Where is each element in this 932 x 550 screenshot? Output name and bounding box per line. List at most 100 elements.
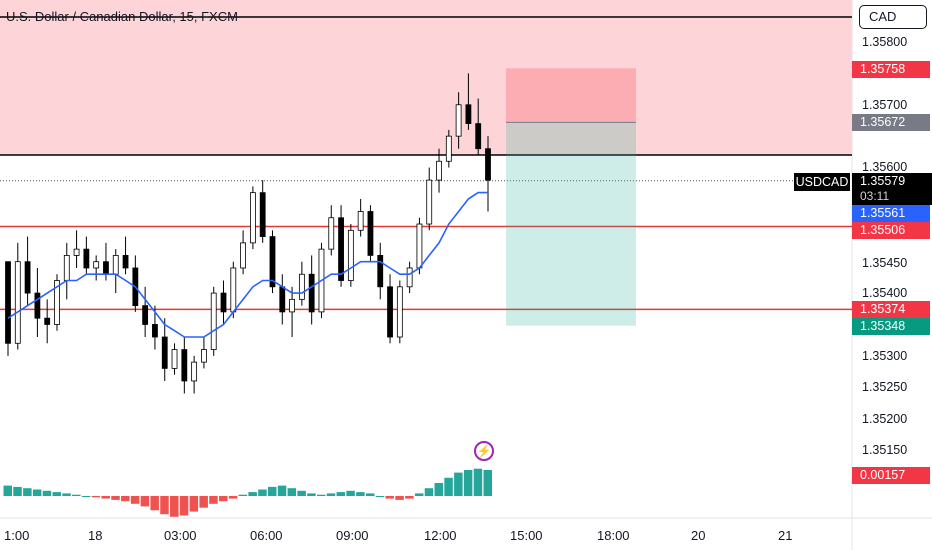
upper-line-tag: 1.35506 — [852, 222, 930, 239]
histogram-bar — [209, 496, 218, 504]
last-price-tag: 1.35579 03:11 — [852, 173, 932, 205]
candle — [241, 243, 246, 268]
price-tick: 1.35250 — [862, 380, 907, 394]
histogram-bar — [366, 493, 375, 496]
time-label: 21 — [778, 528, 792, 543]
candle — [348, 230, 353, 280]
candle — [74, 249, 79, 255]
histogram-bar — [190, 496, 199, 512]
lower-line-tag: 1.35374 — [852, 301, 930, 318]
candle — [143, 306, 148, 325]
histogram-bar — [395, 496, 404, 500]
candle — [182, 350, 187, 381]
histogram-bar — [327, 493, 336, 496]
candle — [6, 262, 11, 344]
candle — [192, 362, 197, 381]
histogram-bar — [405, 496, 414, 499]
time-label: 20 — [691, 528, 705, 543]
histogram-bar — [435, 483, 444, 496]
histogram-bar — [121, 496, 130, 501]
candle — [329, 218, 334, 249]
ma-line — [8, 193, 488, 337]
histogram-bar — [268, 487, 277, 496]
histogram-bar — [454, 473, 463, 496]
candle — [476, 124, 481, 149]
target-price-tag: 1.35348 — [852, 318, 930, 335]
histogram-bar — [356, 492, 365, 496]
histogram-bar — [170, 496, 179, 517]
candle — [358, 211, 363, 230]
candle — [45, 318, 50, 324]
candle — [250, 193, 255, 243]
last-price: 1.35579 — [860, 173, 932, 189]
symbol-tag: USDCAD — [794, 173, 850, 191]
candle — [94, 262, 99, 268]
histogram-bar — [13, 487, 21, 496]
chart-title: U.S. Dollar / Canadian Dollar, 15, FXCM — [6, 9, 238, 24]
histogram-bar — [62, 493, 71, 496]
candle — [103, 262, 108, 275]
histogram-bar — [23, 488, 32, 496]
candle — [368, 211, 373, 255]
target-zone — [506, 122, 636, 325]
histogram-bar — [199, 496, 208, 508]
candle — [378, 255, 383, 286]
histogram-bar — [150, 496, 159, 510]
entry-price-tag: 1.35672 — [852, 114, 930, 131]
price-tick: 1.35200 — [862, 412, 907, 426]
time-label: 18:00 — [597, 528, 630, 543]
candle — [437, 161, 442, 180]
candle — [221, 293, 226, 312]
candle — [427, 180, 432, 224]
candle — [84, 249, 89, 268]
time-label: 06:00 — [250, 528, 283, 543]
time-label: 15:00 — [510, 528, 543, 543]
candle — [417, 224, 422, 268]
histogram-bar — [278, 486, 287, 496]
histogram-bar — [180, 496, 189, 516]
candle — [270, 237, 275, 287]
histogram-bar — [376, 496, 385, 497]
histogram-bar — [258, 490, 267, 497]
price-tick: 1.35300 — [862, 349, 907, 363]
histogram-bar — [229, 496, 238, 499]
candle — [25, 262, 30, 293]
time-label: 03:00 — [164, 528, 197, 543]
price-tick: 1.35150 — [862, 443, 907, 457]
ma-price-tag: 1.35561 — [852, 205, 930, 222]
histogram-bar — [297, 491, 306, 496]
candle — [123, 255, 128, 268]
candle — [15, 262, 20, 344]
candle — [162, 337, 167, 368]
histogram-bar — [415, 493, 424, 496]
candle — [388, 287, 393, 337]
histogram-bar — [131, 496, 140, 504]
candle — [231, 268, 236, 312]
price-tick: 1.35800 — [862, 35, 907, 49]
time-label: 1:00 — [4, 528, 29, 543]
candle — [446, 136, 451, 161]
candle — [339, 218, 344, 281]
time-label: 12:00 — [424, 528, 457, 543]
stop-zone — [506, 68, 636, 122]
histogram-bar — [288, 488, 297, 496]
histogram-bar — [219, 496, 228, 501]
price-tick: 1.35450 — [862, 256, 907, 270]
histogram-bar — [160, 496, 169, 514]
histogram-bar — [474, 469, 483, 496]
candle — [397, 287, 402, 337]
candle — [260, 193, 265, 237]
candle — [407, 268, 412, 287]
currency-button[interactable]: CAD — [859, 5, 927, 29]
histogram-bar — [92, 496, 101, 497]
bar-countdown: 03:11 — [860, 189, 932, 203]
lightning-icon[interactable]: ⚡ — [474, 441, 494, 461]
candle — [35, 293, 40, 318]
histogram-bar — [464, 470, 473, 496]
candle — [290, 299, 295, 312]
candle — [64, 255, 69, 280]
histogram-bar — [425, 488, 434, 496]
histogram-bar — [444, 478, 453, 496]
candle — [201, 350, 206, 363]
